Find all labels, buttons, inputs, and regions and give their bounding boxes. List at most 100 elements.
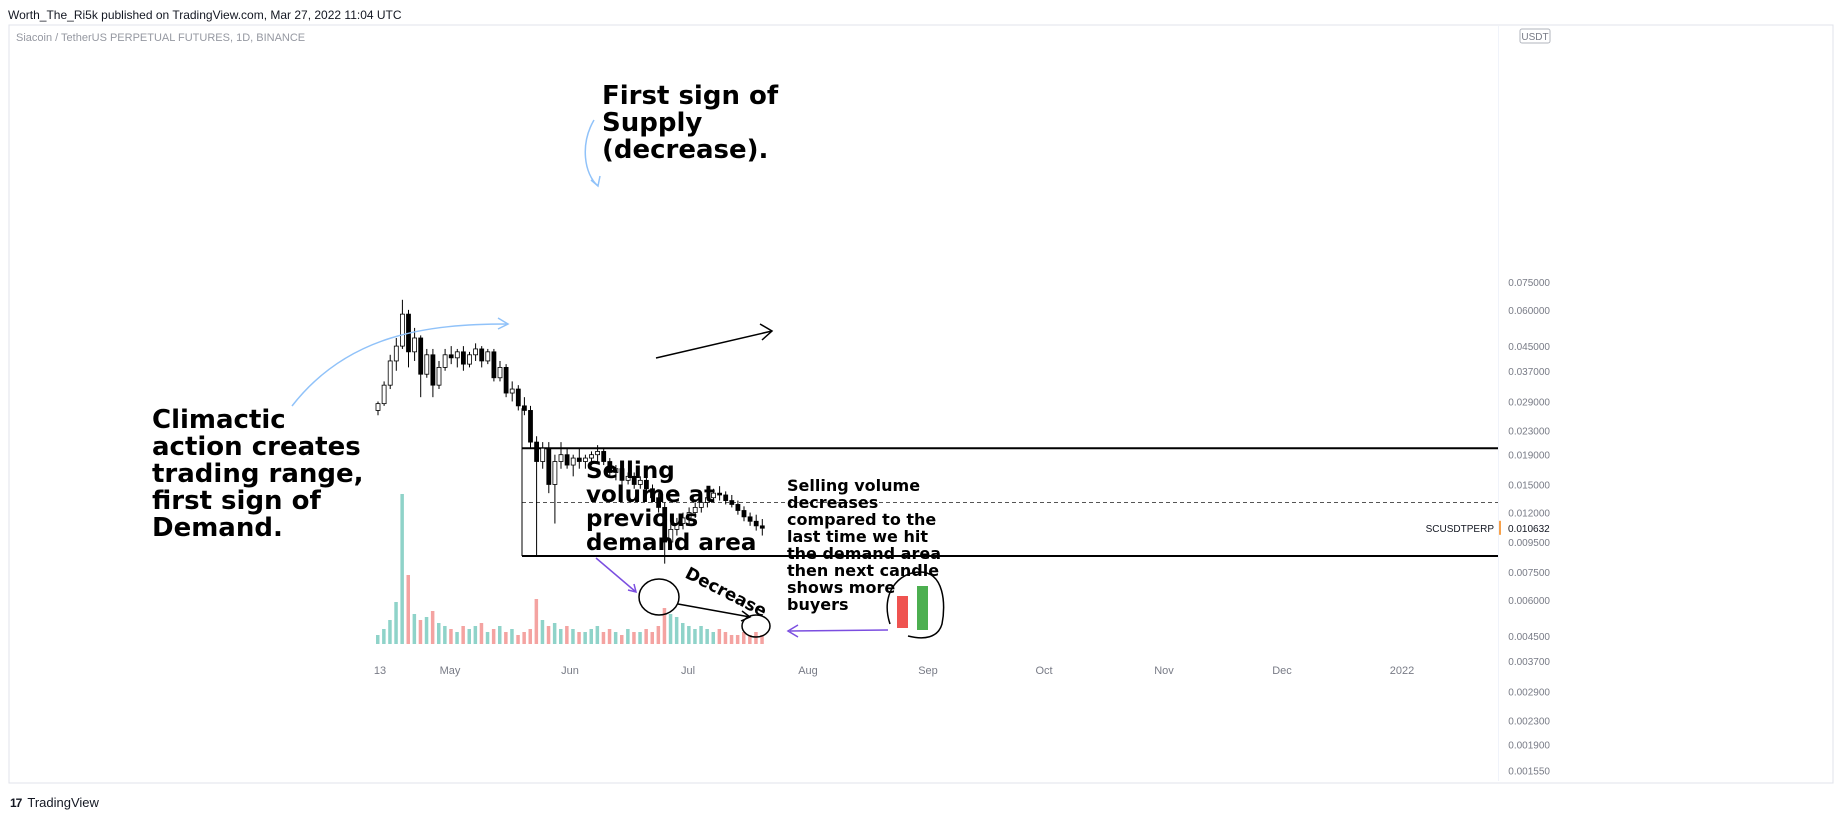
annotation-note-text: compared to the [787,510,936,529]
volume-bar [498,626,502,644]
volume-bar [626,629,630,644]
volume-bars [376,494,764,644]
time-tick-label: Jun [561,665,579,677]
chart-frame[interactable]: Siacoin / TetherUS PERPETUAL FUTURES, 1D… [8,24,1834,784]
candle-body [601,451,607,462]
volume-bar [394,602,398,644]
price-tick-label: 0.001900 [1508,741,1550,752]
price-tick-label: 0.001550 [1508,766,1550,777]
volume-bar [400,494,404,644]
last-price-value: 0.010632 [1508,524,1550,535]
candle-body [381,384,387,405]
candle-body [522,405,527,411]
candle-body [564,454,570,466]
decrease-arrowhead [740,610,752,622]
volume-bar [473,626,478,644]
selling-arrow [595,557,637,593]
decrease-line [677,603,751,618]
annotation-note-text: Selling volume [787,476,920,495]
climactic-arrowhead [497,317,510,330]
price-tick-label: 0.019000 [1508,451,1550,462]
annotation-climactic-text: Climactic [152,405,286,435]
price-tick-label: 0.002300 [1508,717,1550,728]
chart-background [8,24,1834,784]
candle-body [686,512,692,519]
volume-bar [583,632,587,644]
candle-body [467,354,472,365]
volume-bar [632,632,636,644]
volume-bar [437,623,441,644]
candle-body [528,410,533,443]
annotation-climactic-text: action creates [152,432,361,462]
price-tick-label: 0.004500 [1508,632,1550,643]
range-levels[interactable] [521,408,1498,558]
time-tick-label: 2022 [1390,665,1414,677]
volume-bar [491,629,496,644]
candle-body [637,479,643,485]
candle-body [583,457,588,462]
last-price-marker [1499,520,1501,535]
volume-bar [424,617,429,644]
chart[interactable]: Siacoin / TetherUS PERPETUAL FUTURES, 1D… [8,24,1834,784]
volume-bar [656,626,661,644]
candle-body [418,337,424,375]
annotation-climactic-text: trading range, [152,459,364,489]
time-axis[interactable]: 13 May Jun Jul Aug Sep Oct Nov Dec 2022 [374,665,1414,677]
last-price-symbol: SCUSDTPERP [1426,524,1495,535]
volume-bar [644,629,648,644]
higher-low-arrow [655,330,773,359]
candle-body [668,528,674,543]
candle-body [540,447,546,462]
symbol-title: Siacoin / TetherUS PERPETUAL FUTURES, 1D… [16,32,305,44]
candle-body [454,351,460,359]
candle-body [619,468,625,481]
volume-bar [510,629,514,644]
price-axis[interactable]: 0.075000 0.060000 0.045000 0.037000 0.029000… [1426,26,1551,784]
candle-body [705,497,710,503]
volume-bar [449,629,453,644]
time-tick-label: Aug [798,665,818,677]
candle-body [656,497,661,508]
volume-bar [455,632,459,644]
candle-body [497,367,503,379]
volume-bar [748,635,752,644]
annotation-selling-text: demand area [586,530,756,556]
time-tick-label: May [440,665,461,677]
volume-bar [662,608,667,644]
volume-bar [388,620,392,644]
time-tick-label: 13 [374,665,386,677]
volume-bar [729,635,734,644]
volume-bar [638,632,642,644]
candles [375,299,765,564]
volume-bar [601,632,606,644]
volume-bar [406,575,410,644]
annotation-supply-text: Supply [602,108,702,138]
candle-body [625,475,631,481]
price-tick-label: 0.060000 [1508,306,1550,317]
volume-bar [516,635,520,644]
publisher-header: Worth_The_Ri5k published on TradingView.… [8,8,402,22]
volume-bar [504,632,508,644]
footer: 17 TradingView [10,795,99,810]
volume-bar [430,611,435,644]
annotation-note-text: decreases [787,493,878,512]
price-tick-label: 0.012000 [1508,509,1550,520]
candle-body [546,447,552,485]
volume-bar [577,632,581,644]
volume-bar [376,635,380,644]
candle-body [552,461,558,485]
price-tick-label: 0.037000 [1508,367,1550,378]
candle-body [534,441,539,462]
annotation-climactic-text: first sign of [152,486,321,516]
annotation-selling-text: volume at [586,482,715,508]
candle-body [735,504,741,511]
annotation-supply-text: (decrease). [602,135,768,165]
volume-bar [528,629,532,644]
volume-bar [589,629,593,644]
volume-circle-previous [638,578,680,616]
volume-bar [479,623,484,644]
price-tick-label: 0.029000 [1508,397,1550,408]
price-tick-label: 0.007500 [1508,568,1550,579]
volume-bar [681,623,685,644]
